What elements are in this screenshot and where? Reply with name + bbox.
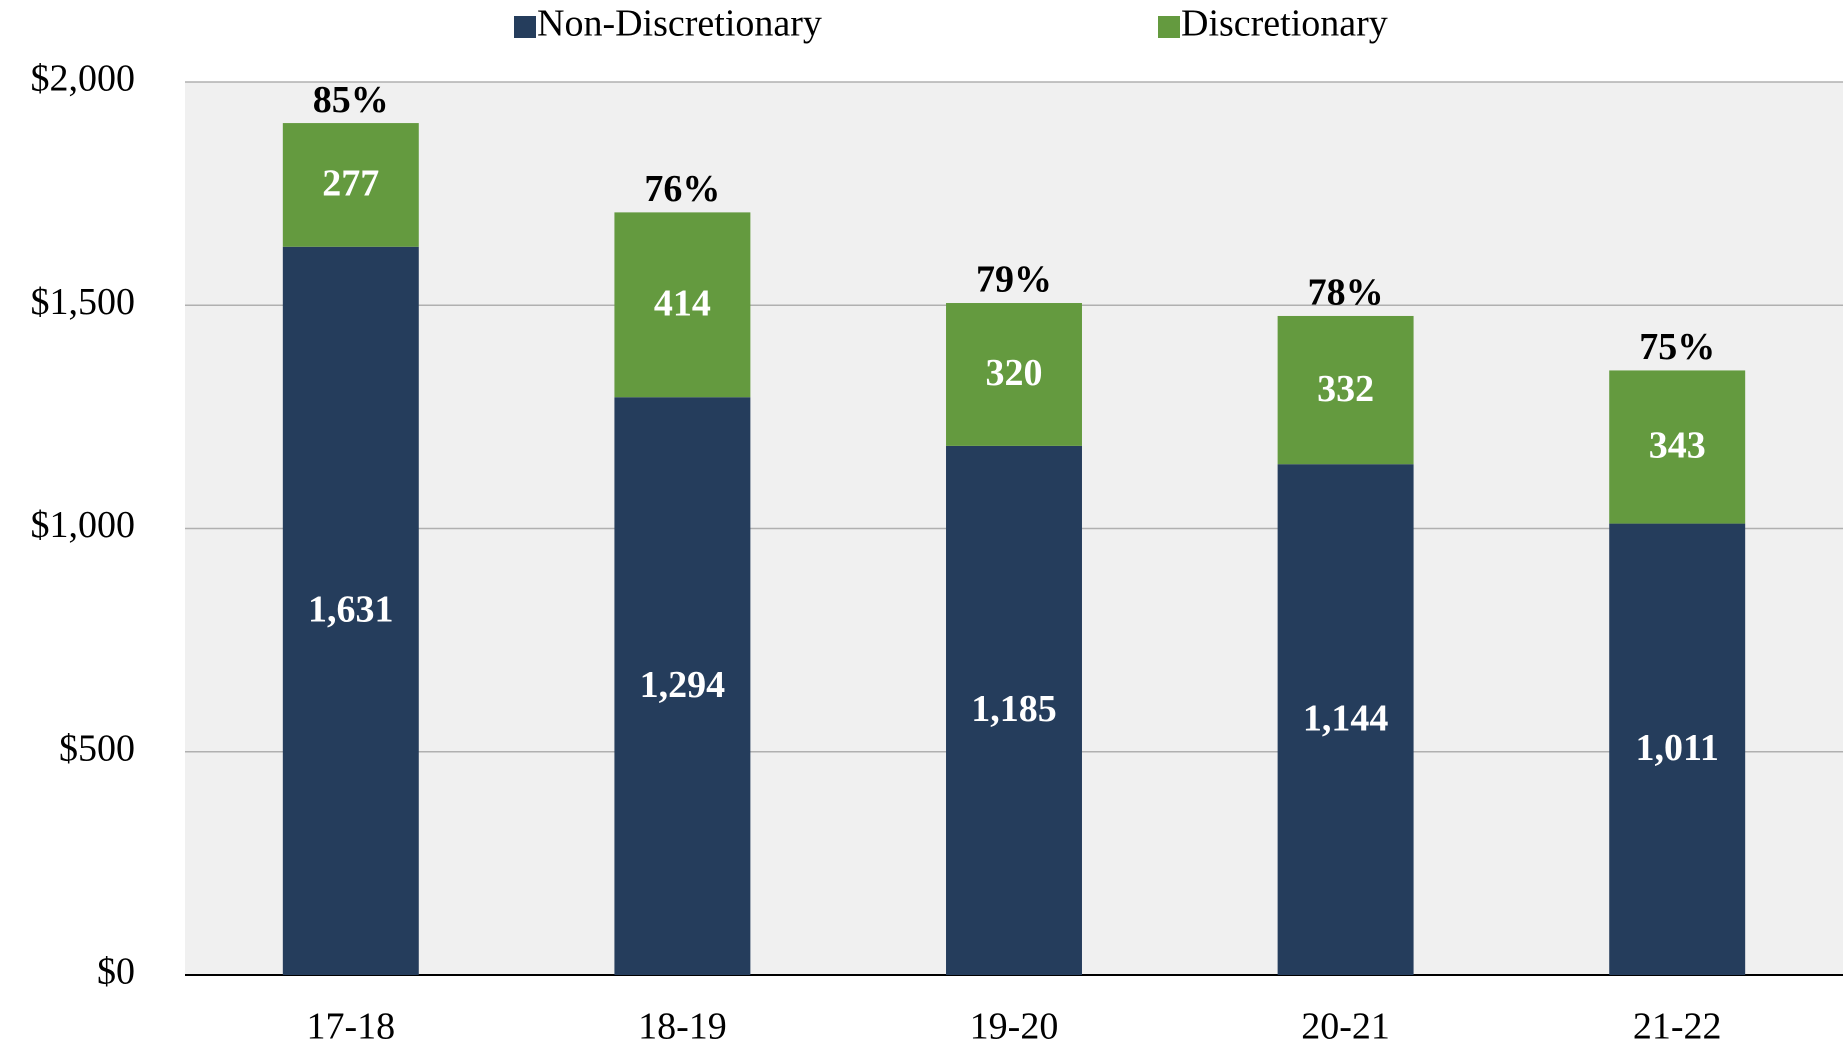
data-label: 343 (1649, 425, 1706, 467)
data-label: 332 (1317, 368, 1374, 410)
bar-segment (1277, 464, 1414, 975)
data-label: 320 (986, 352, 1043, 394)
legend-swatch (514, 16, 536, 38)
bar-segment (946, 445, 1082, 976)
top-label: 76% (644, 168, 720, 210)
bar-segment (1609, 370, 1746, 524)
x-tick-label: 19-20 (970, 1006, 1059, 1048)
data-label: 1,144 (1303, 697, 1389, 739)
data-label: 414 (654, 283, 711, 325)
data-label: 1,294 (640, 664, 726, 706)
top-label: 79% (976, 259, 1052, 301)
top-label: 78% (1308, 272, 1384, 314)
y-tick-label: $500 (59, 727, 135, 769)
legend-label: Discretionary (1181, 3, 1388, 45)
y-tick-label: $0 (97, 951, 135, 993)
bar-segment (1277, 315, 1414, 465)
data-label: 1,631 (308, 589, 394, 631)
legend-label: Non-Discretionary (537, 3, 822, 45)
data-label: 1,011 (1635, 727, 1718, 769)
data-label: 1,185 (971, 688, 1057, 730)
y-tick-label: $1,000 (31, 504, 136, 546)
data-label: 277 (322, 163, 379, 205)
bar-segment (1609, 523, 1746, 975)
top-label: 75% (1639, 326, 1715, 368)
x-tick-label: 20-21 (1301, 1006, 1390, 1048)
top-label: 85% (313, 79, 389, 121)
x-tick-label: 17-18 (306, 1006, 395, 1048)
x-tick-label: 18-19 (638, 1006, 727, 1048)
legend-swatch (1158, 16, 1180, 38)
y-tick-label: $2,000 (31, 58, 136, 100)
bar-segment (614, 397, 751, 975)
bar-segment (946, 303, 1082, 446)
bar-segment (282, 246, 419, 976)
bar-segment (614, 212, 751, 398)
y-tick-label: $1,500 (31, 281, 136, 323)
x-tick-label: 21-22 (1633, 1006, 1722, 1048)
bar-segment (282, 123, 419, 247)
